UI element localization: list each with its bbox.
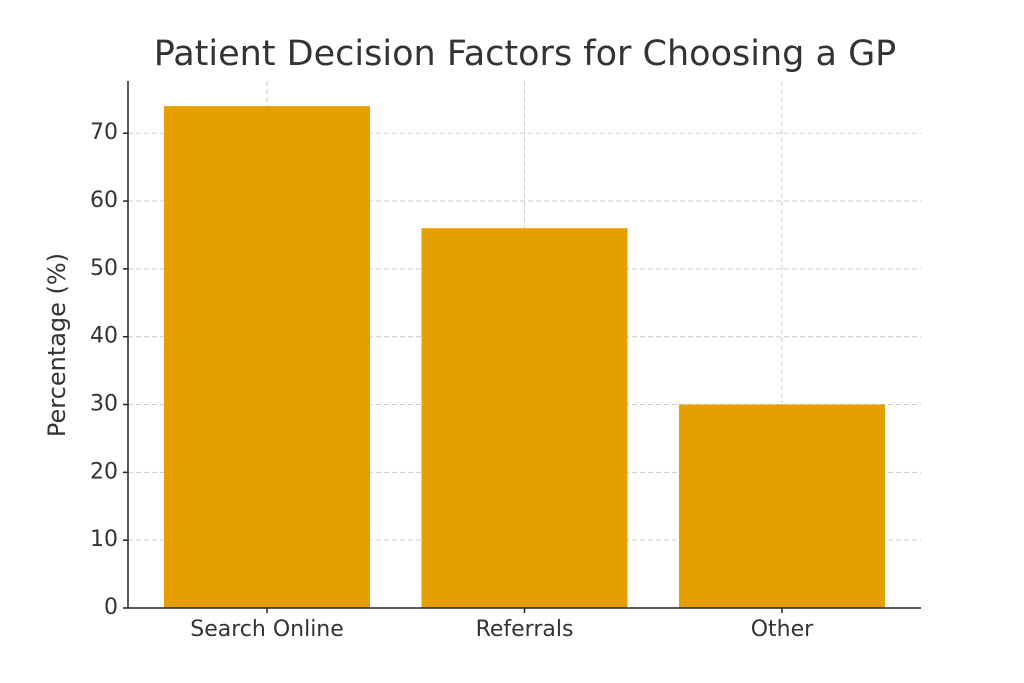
y-tick-label: 60 [90,188,118,213]
bar [164,106,371,608]
bar [678,404,885,608]
y-tick-label: 0 [104,595,118,620]
y-tick-label: 30 [90,392,118,417]
y-axis-label: Percentage (%) [43,253,71,437]
x-tick-label: Other [751,617,814,642]
y-tick-label: 40 [90,324,118,349]
chart-title: Patient Decision Factors for Choosing a … [154,34,897,74]
y-tick-label: 50 [90,256,118,281]
bar [421,228,628,608]
x-tick-label: Referrals [476,617,574,642]
x-tick-label: Search Online [190,617,344,642]
y-tick-label: 20 [90,459,118,484]
y-tick-label: 10 [90,527,118,552]
y-tick-label: 70 [90,120,118,145]
